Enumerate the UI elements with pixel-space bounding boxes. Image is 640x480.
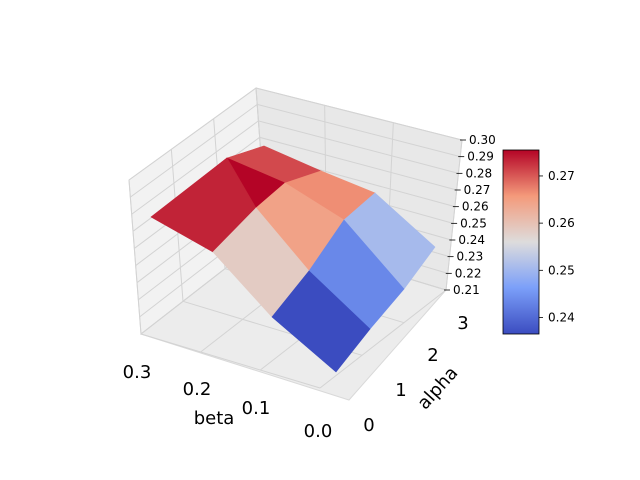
z-tick-label: 0.29: [467, 150, 494, 164]
beta-grid-line: [128, 179, 142, 335]
alpha-tick-label: 1: [395, 380, 406, 401]
alpha-tick-label: 0: [363, 415, 374, 436]
alpha-grid-line: [445, 139, 463, 291]
z-tick-label: 0.24: [458, 233, 485, 247]
colorbar-tick-label: 0.25: [548, 263, 575, 277]
alpha-tick-label: 2: [427, 345, 438, 366]
colorbar-tick-label: 0.27: [548, 169, 575, 183]
alpha-axis-label: alpha: [413, 363, 462, 414]
z-tick-label: 0.30: [469, 133, 496, 147]
z-tick-label: 0.22: [455, 266, 482, 280]
surface: [150, 145, 436, 373]
beta-floor-line: [140, 333, 321, 389]
z-tick-label: 0.26: [462, 200, 489, 214]
beta-tick-label: 0.0: [304, 421, 333, 442]
alpha-floor-line: [319, 289, 447, 389]
beta-tick-label: 0.1: [242, 398, 271, 419]
beta-tick-label: 0.3: [123, 362, 152, 383]
beta-axis-label: beta: [194, 408, 235, 429]
colorbar-ticks: 0.24 0.25 0.26 0.27: [539, 169, 575, 324]
alpha-tick-label: 3: [457, 313, 468, 334]
surface-patch: [271, 270, 371, 373]
z-tick-label: 0.21: [453, 283, 480, 297]
colorbar: [502, 149, 540, 335]
z-tick-label: 0.28: [465, 166, 492, 180]
colorbar-tick-label: 0.24: [548, 310, 575, 324]
z-tick-label: 0.23: [457, 250, 484, 264]
z-tick-label: 0.25: [460, 216, 487, 230]
beta-tick-label: 0.2: [183, 379, 212, 400]
colorbar-tick-label: 0.26: [548, 216, 575, 230]
z-tick-label: 0.27: [464, 183, 491, 197]
